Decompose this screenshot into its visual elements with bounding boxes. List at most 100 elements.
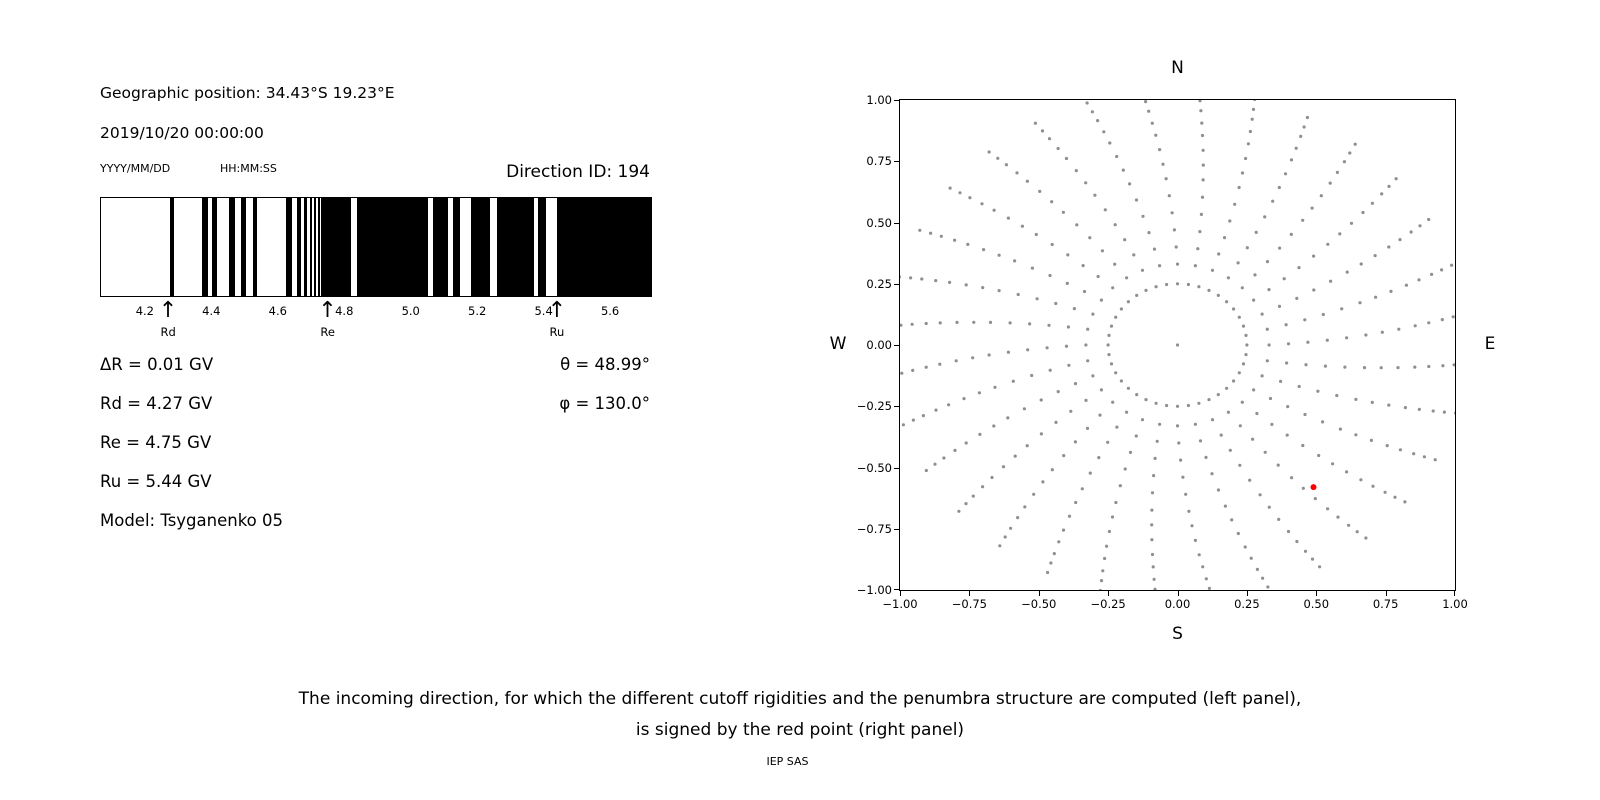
direction-dot	[901, 423, 905, 427]
direction-dot	[924, 468, 928, 473]
direction-dot	[1427, 321, 1431, 325]
y-axis-tick-mark	[894, 589, 899, 590]
cutoff-marker-label: Rd	[160, 325, 176, 339]
direction-dot	[1285, 361, 1289, 365]
direction-dot	[909, 276, 913, 280]
direction-dot	[1028, 322, 1032, 326]
x-axis-tick-mark	[1385, 591, 1387, 596]
direction-dot	[1441, 364, 1445, 368]
rd-value: Rd = 4.27 GV	[100, 394, 213, 413]
direction-dot	[1394, 177, 1398, 181]
direction-dot	[1289, 158, 1294, 162]
direction-dot	[1418, 224, 1422, 228]
direction-dot	[1128, 450, 1133, 454]
penumbra-black-band	[201, 198, 208, 296]
cutoff-marker-label: Ru	[549, 325, 565, 339]
direction-dot	[958, 191, 962, 195]
direction-dot	[1452, 363, 1455, 367]
direction-dot	[1090, 110, 1094, 114]
direction-dot	[934, 279, 938, 283]
direction-dot	[1328, 181, 1332, 185]
direction-dot	[1099, 388, 1103, 392]
direction-dot	[1321, 312, 1325, 317]
direction-dot	[934, 408, 938, 412]
direction-dot	[1113, 262, 1117, 266]
penumbra-axis-tick-label: 5.0	[401, 304, 420, 318]
direction-dot	[1266, 585, 1270, 589]
direction-dot	[1299, 134, 1303, 138]
direction-dot	[1277, 185, 1281, 190]
direction-dot	[1106, 343, 1110, 347]
direction-dot	[1201, 178, 1205, 182]
direction-dot	[1329, 279, 1333, 283]
direction-dot	[1295, 539, 1299, 544]
direction-dot	[992, 424, 996, 428]
direction-dot	[1248, 129, 1252, 134]
direction-dot	[1150, 538, 1154, 542]
x-axis-tick-label: −1.00	[882, 597, 918, 611]
direction-dot	[1258, 493, 1262, 497]
direction-dot	[964, 502, 968, 506]
direction-dot	[1364, 536, 1368, 540]
x-axis-tick-mark	[1038, 591, 1040, 596]
direction-dot	[1151, 565, 1155, 569]
penumbra-black-band	[313, 198, 316, 296]
direction-dot	[1154, 285, 1158, 289]
direction-dot	[921, 414, 925, 418]
direction-dot	[1323, 364, 1327, 368]
x-axis-tick-mark	[1246, 591, 1248, 596]
direction-dot	[1319, 194, 1323, 198]
direction-dot	[1074, 500, 1078, 505]
direction-dot	[1085, 426, 1090, 430]
direction-dot	[1454, 411, 1455, 415]
x-axis-tick-label: 0.50	[1303, 597, 1330, 611]
direction-dot	[1216, 393, 1220, 397]
direction-dot	[1387, 184, 1391, 188]
direction-dot	[1184, 492, 1188, 496]
direction-dot	[1154, 401, 1158, 405]
direction-dot	[1263, 215, 1267, 219]
direction-dot	[1243, 545, 1247, 549]
direction-dot	[1041, 480, 1045, 484]
direction-dot	[1440, 318, 1444, 322]
direction-dot	[981, 485, 985, 489]
direction-dot	[1186, 282, 1190, 287]
direction-dot	[1132, 253, 1136, 257]
direction-dot	[1111, 286, 1115, 290]
direction-dot	[1237, 371, 1241, 375]
direction-dot	[1397, 327, 1401, 331]
direction-dot	[964, 283, 968, 287]
direction-dot	[1393, 495, 1397, 499]
direction-dot	[1006, 416, 1010, 420]
direction-dot	[1165, 282, 1169, 287]
direction-dot	[1140, 418, 1145, 422]
direction-dot	[1011, 379, 1015, 383]
direction-dot	[1404, 283, 1408, 287]
direction-dot	[1200, 195, 1205, 199]
direction-dot	[1123, 238, 1127, 242]
direction-dot	[1193, 422, 1197, 426]
direction-dot	[988, 320, 993, 324]
direction-dot	[1193, 538, 1197, 542]
penumbra-axis-tick-label: 5.6	[600, 304, 620, 318]
direction-dot	[1025, 179, 1029, 183]
direction-dot	[1228, 219, 1232, 223]
direction-dot	[1039, 398, 1043, 402]
penumbra-bars	[101, 198, 651, 296]
direction-dot	[1251, 107, 1256, 111]
direction-dot	[1105, 544, 1109, 548]
penumbra-black-band	[317, 198, 320, 296]
direction-dot	[1413, 324, 1417, 328]
penumbra-plot	[100, 197, 652, 297]
x-axis-tick-label: −0.25	[1090, 597, 1126, 611]
direction-dot	[1179, 458, 1183, 462]
direction-dot	[1331, 462, 1335, 466]
direction-dot	[1047, 323, 1051, 327]
direction-dot	[1066, 325, 1070, 329]
y-axis-tick-mark	[894, 100, 899, 101]
direction-dot	[1048, 368, 1052, 372]
direction-dot	[1251, 437, 1255, 441]
direction-dot	[1152, 474, 1156, 478]
direction-dot	[1115, 154, 1119, 159]
direction-dot	[1303, 318, 1307, 322]
